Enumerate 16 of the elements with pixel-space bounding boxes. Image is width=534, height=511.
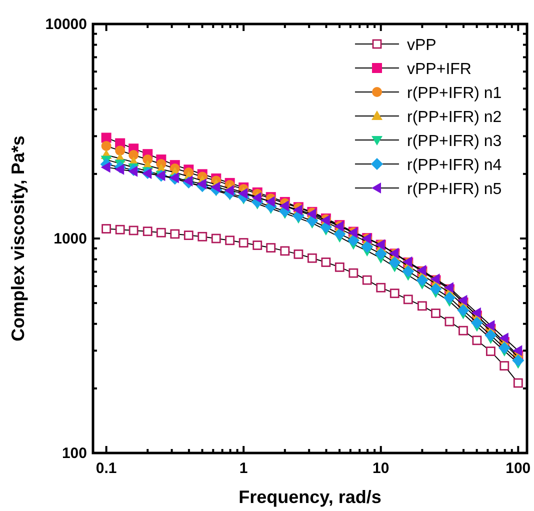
x-tick-label: 0.1 — [96, 460, 117, 477]
x-axis-title: Frequency, rad/s — [238, 487, 382, 507]
x-tick-label: 10 — [372, 460, 390, 477]
y-tick-label: 10000 — [45, 16, 87, 33]
legend-label: r(PP+IFR) n4 — [407, 157, 502, 174]
legend-label: vPP+IFR — [407, 61, 472, 78]
x-tick-label: 100 — [506, 460, 531, 477]
y-tick-label: 100 — [62, 445, 87, 462]
legend-label: r(PP+IFR) n1 — [407, 85, 502, 102]
y-axis-title: Complex viscosity, Pa*s — [8, 136, 28, 342]
x-tick-label: 1 — [239, 460, 248, 477]
y-tick-label: 1000 — [54, 230, 87, 248]
legend-label: r(PP+IFR) n5 — [407, 181, 502, 198]
legend-label: vPP — [407, 37, 436, 54]
legend-label: r(PP+IFR) n2 — [407, 109, 502, 126]
legend-label: r(PP+IFR) n3 — [407, 133, 502, 150]
